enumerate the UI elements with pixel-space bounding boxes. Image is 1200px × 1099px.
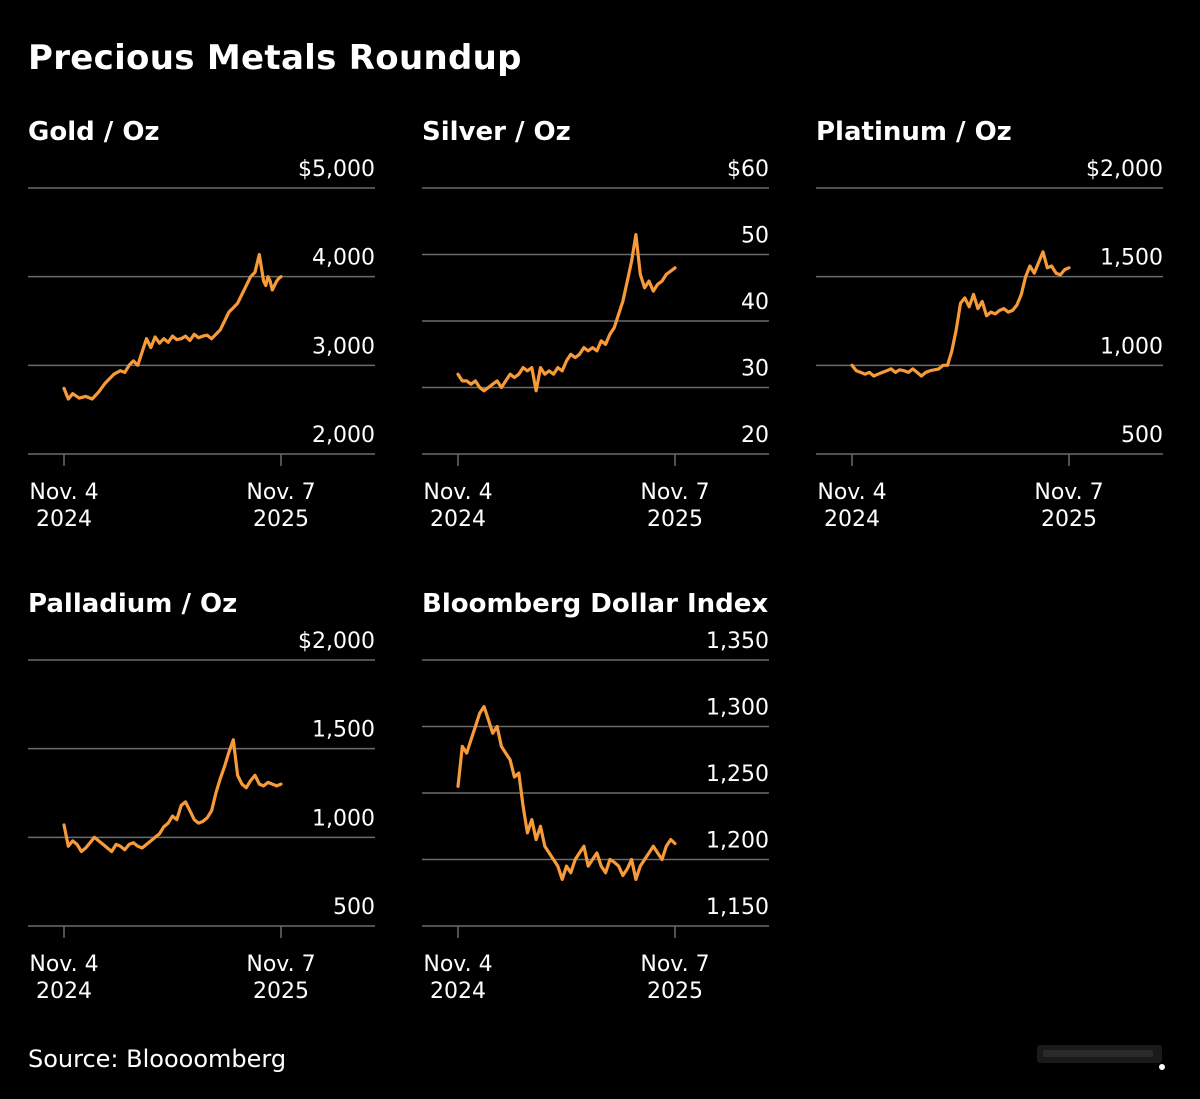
chart-title: Gold / Oz [28, 117, 160, 147]
y-tick-label: 20 [741, 423, 769, 448]
y-tick-label: 1,200 [706, 829, 769, 854]
series-line [456, 232, 677, 393]
x-tick-label: Nov. 4 [29, 952, 98, 977]
y-tick-label: 1,500 [312, 718, 375, 743]
y-tick-label: $2,000 [298, 629, 375, 654]
y-tick-label: $60 [727, 157, 769, 182]
bloomberg-watermark-icon [1037, 1045, 1165, 1070]
y-tick-label: 1,500 [1100, 246, 1163, 271]
chart-panel-dollar-index: Bloomberg Dollar Index 1,350 1,300 1,250 1,… [422, 590, 792, 1010]
page-title: Precious Metals Roundup [28, 38, 522, 78]
x-tick-label: 2024 [36, 507, 92, 532]
chart-panel-gold: Gold / Oz $5,000 4,000 3,000 2,000 Nov. 4 202… [28, 118, 398, 538]
x-tick-label: Nov. 7 [1034, 480, 1103, 505]
y-tick-label: 1,000 [1100, 334, 1163, 359]
x-tick-label: Nov. 7 [640, 480, 709, 505]
y-tick-label: 30 [741, 357, 769, 382]
series-line [456, 704, 677, 881]
x-tick-label: Nov. 7 [246, 480, 315, 505]
y-tick-label: 1,350 [706, 629, 769, 654]
x-tick-label: 2024 [824, 507, 880, 532]
y-tick-label: $5,000 [298, 157, 375, 182]
y-tick-label: 4,000 [312, 246, 375, 271]
x-tick-label: 2025 [253, 979, 309, 1004]
source-note: Source: Bloooomberg [28, 1045, 287, 1073]
x-tick-label: Nov. 7 [246, 952, 315, 977]
y-tick-label: 1,300 [706, 696, 769, 721]
x-tick-label: 2025 [1041, 507, 1097, 532]
y-tick-label: 500 [1121, 423, 1163, 448]
x-tick-label: Nov. 4 [423, 480, 492, 505]
y-tick-label: $2,000 [1086, 157, 1163, 182]
x-tick-label: Nov. 7 [640, 952, 709, 977]
y-tick-label: 1,150 [706, 895, 769, 920]
y-tick-label: 1,250 [706, 762, 769, 787]
chart-title: Platinum / Oz [816, 117, 1012, 147]
y-tick-label: 1,000 [312, 806, 375, 831]
x-tick-label: 2025 [647, 507, 703, 532]
y-tick-label: 3,000 [312, 334, 375, 359]
y-tick-label: 40 [741, 290, 769, 315]
chart-title: Silver / Oz [422, 117, 571, 147]
y-tick-label: 500 [333, 895, 375, 920]
x-tick-label: 2024 [430, 507, 486, 532]
chart-title: Palladium / Oz [28, 589, 238, 619]
x-tick-label: 2024 [36, 979, 92, 1004]
series-line [62, 252, 283, 401]
y-tick-label: 2,000 [312, 423, 375, 448]
x-tick-label: Nov. 4 [423, 952, 492, 977]
x-tick-label: 2025 [647, 979, 703, 1004]
chart-title: Bloomberg Dollar Index [422, 589, 769, 619]
series-line [850, 250, 1071, 378]
x-tick-label: Nov. 4 [29, 480, 98, 505]
series-line [62, 738, 283, 854]
chart-panel-palladium: Palladium / Oz $2,000 1,500 1,000 500 Nov. 4… [28, 590, 398, 1010]
x-tick-label: Nov. 4 [817, 480, 886, 505]
y-tick-label: 50 [741, 224, 769, 249]
x-tick-label: 2025 [253, 507, 309, 532]
x-tick-label: 2024 [430, 979, 486, 1004]
